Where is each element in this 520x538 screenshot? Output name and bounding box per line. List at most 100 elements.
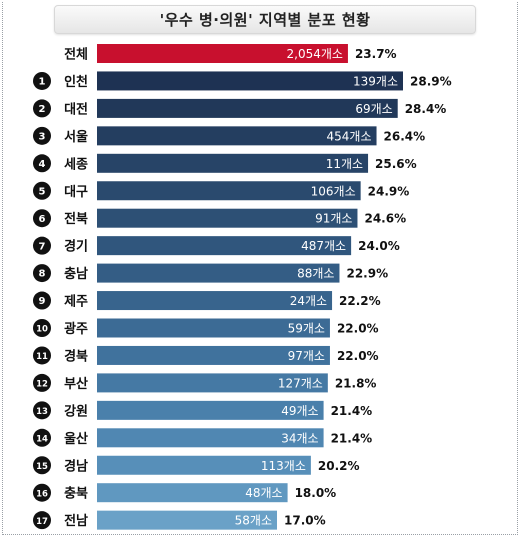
- region-label: 세종: [64, 157, 88, 172]
- rank-number: 14: [36, 434, 48, 444]
- rank-number: 4: [39, 159, 46, 170]
- rank-badge: [33, 483, 51, 502]
- rank-badge: [33, 373, 51, 392]
- rank-number: 16: [36, 489, 48, 499]
- bar: [97, 208, 358, 228]
- rank-number: 13: [36, 407, 48, 417]
- bar: [97, 181, 361, 201]
- bar: [97, 71, 403, 91]
- count-label: 49개소: [281, 404, 318, 418]
- rank-number: 1: [39, 77, 46, 88]
- region-label: 경기: [64, 239, 88, 255]
- count-label: 58개소: [235, 514, 272, 528]
- rank-number: 9: [39, 296, 46, 307]
- count-label: 34개소: [281, 431, 318, 445]
- percent-label: 18.0%: [295, 486, 337, 500]
- count-label: 24개소: [290, 294, 327, 308]
- bar: [97, 428, 324, 448]
- percent-label: 21.8%: [335, 376, 377, 390]
- rank-badge: [33, 154, 51, 173]
- chart-title: '우수 병·의원' 지역별 분포 현황: [159, 11, 371, 29]
- percent-label: 17.0%: [284, 514, 326, 528]
- region-label: 광주: [64, 322, 88, 337]
- region-label: 부산: [64, 376, 88, 392]
- region-label: 인천: [64, 74, 88, 90]
- bar: [97, 345, 330, 365]
- region-label: 전북: [64, 211, 88, 227]
- rank-number: 6: [39, 214, 46, 225]
- percent-label: 21.4%: [331, 431, 373, 445]
- count-label: 11개소: [326, 157, 363, 171]
- percent-label: 28.4%: [405, 102, 447, 116]
- rank-number: 17: [36, 517, 48, 527]
- bar: [97, 455, 311, 475]
- count-label: 69개소: [355, 102, 392, 116]
- region-label: 전남: [64, 513, 88, 529]
- bar: [97, 153, 369, 173]
- percent-label: 24.0%: [358, 239, 400, 253]
- rank-badge: [33, 319, 51, 337]
- chart-title-box: '우수 병·의원' 지역별 분포 현황: [54, 5, 476, 34]
- percent-label: 28.9%: [410, 74, 452, 88]
- count-label: 487개소: [301, 239, 346, 253]
- rank-badge: [33, 236, 51, 255]
- region-label: 서울: [64, 129, 88, 145]
- region-label: 울산: [64, 431, 88, 447]
- bar: [97, 98, 398, 118]
- percent-label: 22.2%: [339, 294, 381, 308]
- rank-number: 15: [36, 462, 48, 472]
- percent-label: 21.4%: [331, 404, 373, 418]
- rank-number: 3: [39, 131, 46, 142]
- region-label: 강원: [64, 403, 88, 419]
- count-label: 88개소: [297, 267, 334, 281]
- bar: [97, 483, 288, 503]
- rank-badge: [33, 401, 51, 420]
- region-label: 충남: [64, 266, 88, 282]
- count-label: 106개소: [311, 184, 356, 198]
- rank-number: 11: [36, 352, 48, 362]
- bar: [97, 400, 324, 420]
- region-label: 전체: [64, 47, 88, 63]
- bar: [97, 373, 328, 393]
- rank-badge: [33, 99, 51, 118]
- bar: [97, 44, 348, 63]
- rank-badge: [33, 428, 51, 447]
- rank-badge: [33, 209, 51, 228]
- rank-badge: [33, 456, 51, 475]
- bar: [97, 236, 352, 256]
- count-label: 113개소: [261, 459, 306, 473]
- rank-badge: [33, 511, 51, 530]
- count-label: 139개소: [353, 74, 398, 88]
- percent-label: 24.9%: [368, 184, 410, 198]
- bar: [97, 318, 330, 338]
- rank-number: 10: [36, 325, 48, 335]
- rank-number: 2: [39, 104, 46, 115]
- region-label: 경북: [64, 348, 88, 364]
- percent-label: 23.7%: [355, 47, 397, 61]
- rank-badge: [33, 291, 51, 310]
- rank-badge: [33, 71, 51, 90]
- rank-number: 5: [39, 186, 46, 197]
- region-label: 경남: [64, 458, 88, 474]
- region-label: 대전: [64, 101, 88, 117]
- count-label: 59개소: [288, 322, 325, 336]
- rank-badge: [33, 264, 51, 283]
- percent-label: 22.0%: [337, 349, 379, 363]
- percent-label: 25.6%: [375, 157, 417, 171]
- count-label: 127개소: [278, 376, 323, 390]
- bar: [97, 291, 333, 311]
- region-label: 충북: [64, 486, 88, 502]
- rank-badge: [33, 126, 51, 145]
- percent-label: 22.9%: [346, 267, 388, 281]
- count-label: 454개소: [327, 129, 372, 143]
- count-label: 48개소: [245, 486, 282, 500]
- percent-label: 26.4%: [384, 129, 426, 143]
- rank-badge: [33, 181, 51, 200]
- percent-label: 24.6%: [364, 212, 406, 226]
- region-label: 대구: [64, 185, 88, 200]
- bar: [97, 510, 277, 530]
- rank-badge: [33, 346, 51, 365]
- bar: [97, 263, 340, 283]
